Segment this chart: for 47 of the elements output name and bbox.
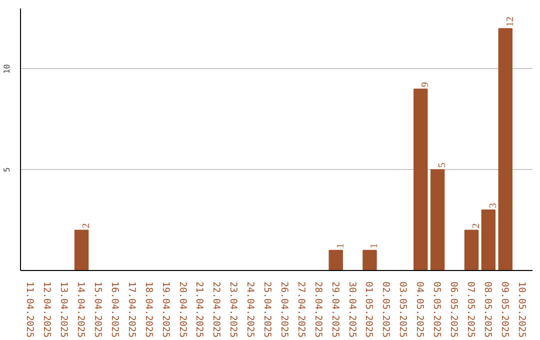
bar xyxy=(464,230,479,270)
x-tick-label: 19.04.2025 xyxy=(160,282,171,338)
bar xyxy=(481,210,496,270)
x-tick-label: 28.04.2025 xyxy=(312,282,324,338)
data-label: 3 xyxy=(488,203,499,208)
x-tick-label: 10.05.2025 xyxy=(516,282,527,338)
x-tick-label: 13.04.2025 xyxy=(58,282,70,338)
x-tick-label: 08.05.2025 xyxy=(482,282,493,338)
x-tick-label: 03.05.2025 xyxy=(397,282,408,338)
x-tick-label: 06.05.2025 xyxy=(448,282,460,338)
x-tick-label: 01.05.2025 xyxy=(363,282,374,338)
data-label: 2 xyxy=(81,223,92,228)
x-tick-label: 07.05.2025 xyxy=(464,282,476,338)
x-tick-label: 09.05.2025 xyxy=(498,282,510,338)
x-tick-label: 17.04.2025 xyxy=(126,282,137,338)
x-tick-label: 12.04.2025 xyxy=(41,282,52,338)
data-label: 2 xyxy=(470,223,482,228)
x-tick-label: 27.04.2025 xyxy=(295,282,306,338)
bar xyxy=(328,250,343,270)
x-tick-label: 24.04.2025 xyxy=(244,282,256,338)
x-tick-label: 02.05.2025 xyxy=(380,282,392,338)
bar xyxy=(362,250,377,270)
x-tick-label: 26.04.2025 xyxy=(278,282,290,338)
x-tick-label: 21.04.2025 xyxy=(194,282,205,338)
x-tick-label: 18.04.2025 xyxy=(142,282,154,338)
bar xyxy=(498,28,512,270)
x-tick-label: 11.04.2025 xyxy=(24,282,36,338)
x-tick-label: 22.04.2025 xyxy=(210,282,222,338)
x-tick-label: 16.04.2025 xyxy=(108,282,120,338)
x-tick-label: 30.04.2025 xyxy=(346,282,358,338)
x-tick-label: 14.04.2025 xyxy=(75,282,86,338)
y-tick-label: 10 xyxy=(2,64,12,74)
x-tick-label: 04.05.2025 xyxy=(414,282,426,338)
x-tick-label: 15.04.2025 xyxy=(92,282,103,338)
x-tick-label: 20.04.2025 xyxy=(176,282,188,338)
data-label: 12 xyxy=(504,16,516,27)
bar xyxy=(74,230,89,270)
data-label: 9 xyxy=(420,82,432,88)
x-tick-label: 23.04.2025 xyxy=(228,282,239,338)
data-label: 1 xyxy=(369,243,380,248)
x-tick-label: 05.05.2025 xyxy=(431,282,442,338)
bar xyxy=(413,88,428,270)
x-tick-label: 29.04.2025 xyxy=(329,282,340,338)
bar xyxy=(430,169,445,270)
data-label: 5 xyxy=(437,162,448,168)
x-tick-label: 25.04.2025 xyxy=(262,282,273,338)
data-label: 1 xyxy=(335,243,346,248)
